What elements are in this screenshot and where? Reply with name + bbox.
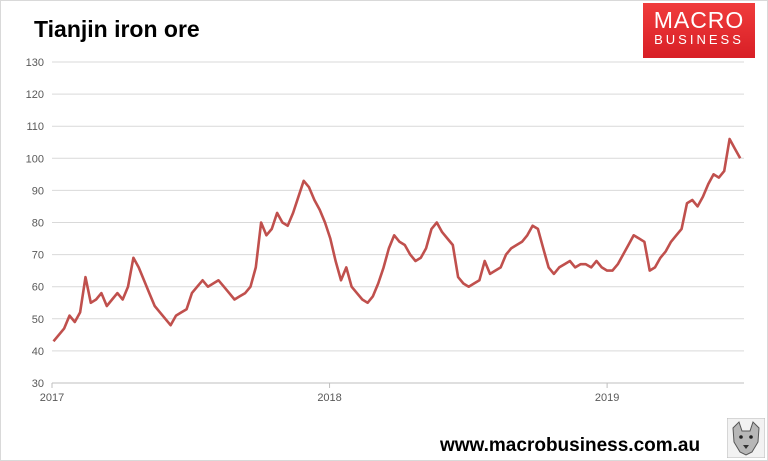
x-tick-label: 2018 [317,392,341,404]
y-tick-label: 130 [26,57,44,69]
y-tick-label: 110 [26,121,44,133]
chart-title: Tianjin iron ore [34,16,200,42]
y-tick-label: 50 [32,314,44,326]
series-line [52,137,742,343]
website-url: www.macrobusiness.com.au [440,435,701,456]
y-tick-label: 40 [32,346,44,358]
x-axis-ticks: 2017 2018 2019 [40,383,619,404]
x-tick-label: 2019 [595,392,619,404]
y-axis-ticks: 30 40 50 60 70 80 90 100 110 120 130 [26,57,44,390]
y-tick-label: 70 [32,250,44,262]
y-tick-label: 100 [26,153,44,165]
macrobusiness-logo: MACRO BUSINESS [643,3,755,58]
y-tick-label: 60 [32,282,44,294]
logo-line-2: BUSINESS [654,32,744,47]
y-tick-label: 30 [32,378,44,390]
y-tick-label: 120 [26,89,44,101]
y-tick-label: 90 [32,185,44,197]
x-tick-label: 2017 [40,392,64,404]
wolf-mascot-icon [727,418,765,458]
y-tick-label: 80 [32,218,44,230]
logo-line-1: MACRO [653,7,745,33]
gridlines [52,61,744,384]
